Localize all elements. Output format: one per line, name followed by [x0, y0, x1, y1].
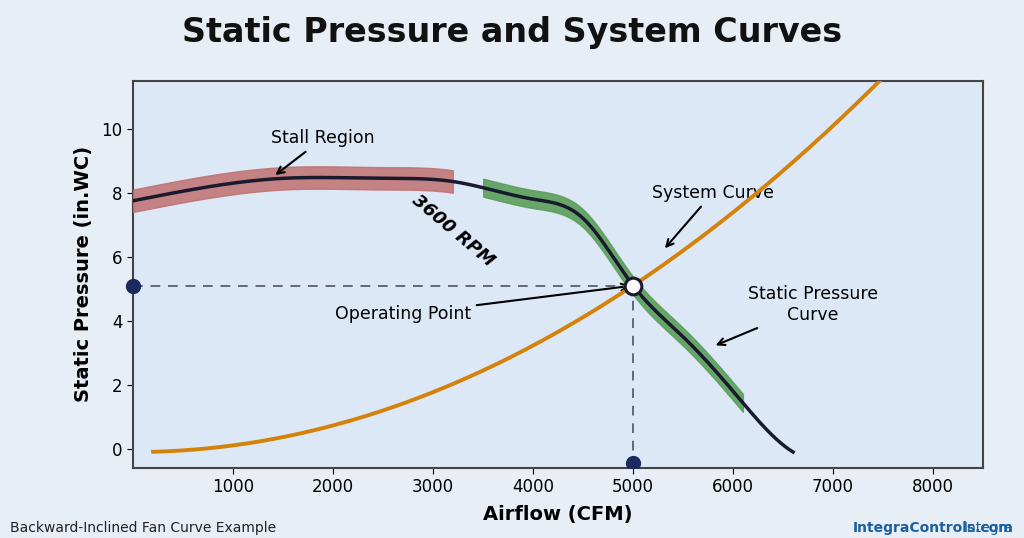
X-axis label: Airflow (CFM): Airflow (CFM) [483, 505, 633, 524]
Text: 3600 RPM: 3600 RPM [409, 192, 498, 271]
Y-axis label: Static Pressure (in.WC): Static Pressure (in.WC) [75, 146, 93, 402]
Text: Static Pressure
Curve: Static Pressure Curve [718, 285, 879, 345]
Text: Integra: Integra [964, 521, 1014, 535]
Text: Operating Point: Operating Point [335, 284, 628, 323]
Text: Stall Region: Stall Region [271, 129, 375, 174]
Text: Static Pressure and System Curves: Static Pressure and System Curves [182, 16, 842, 49]
Text: System Curve: System Curve [652, 184, 774, 246]
Text: IntegraControls.com: IntegraControls.com [853, 521, 1014, 535]
Text: Backward-Inclined Fan Curve Example: Backward-Inclined Fan Curve Example [10, 521, 276, 535]
